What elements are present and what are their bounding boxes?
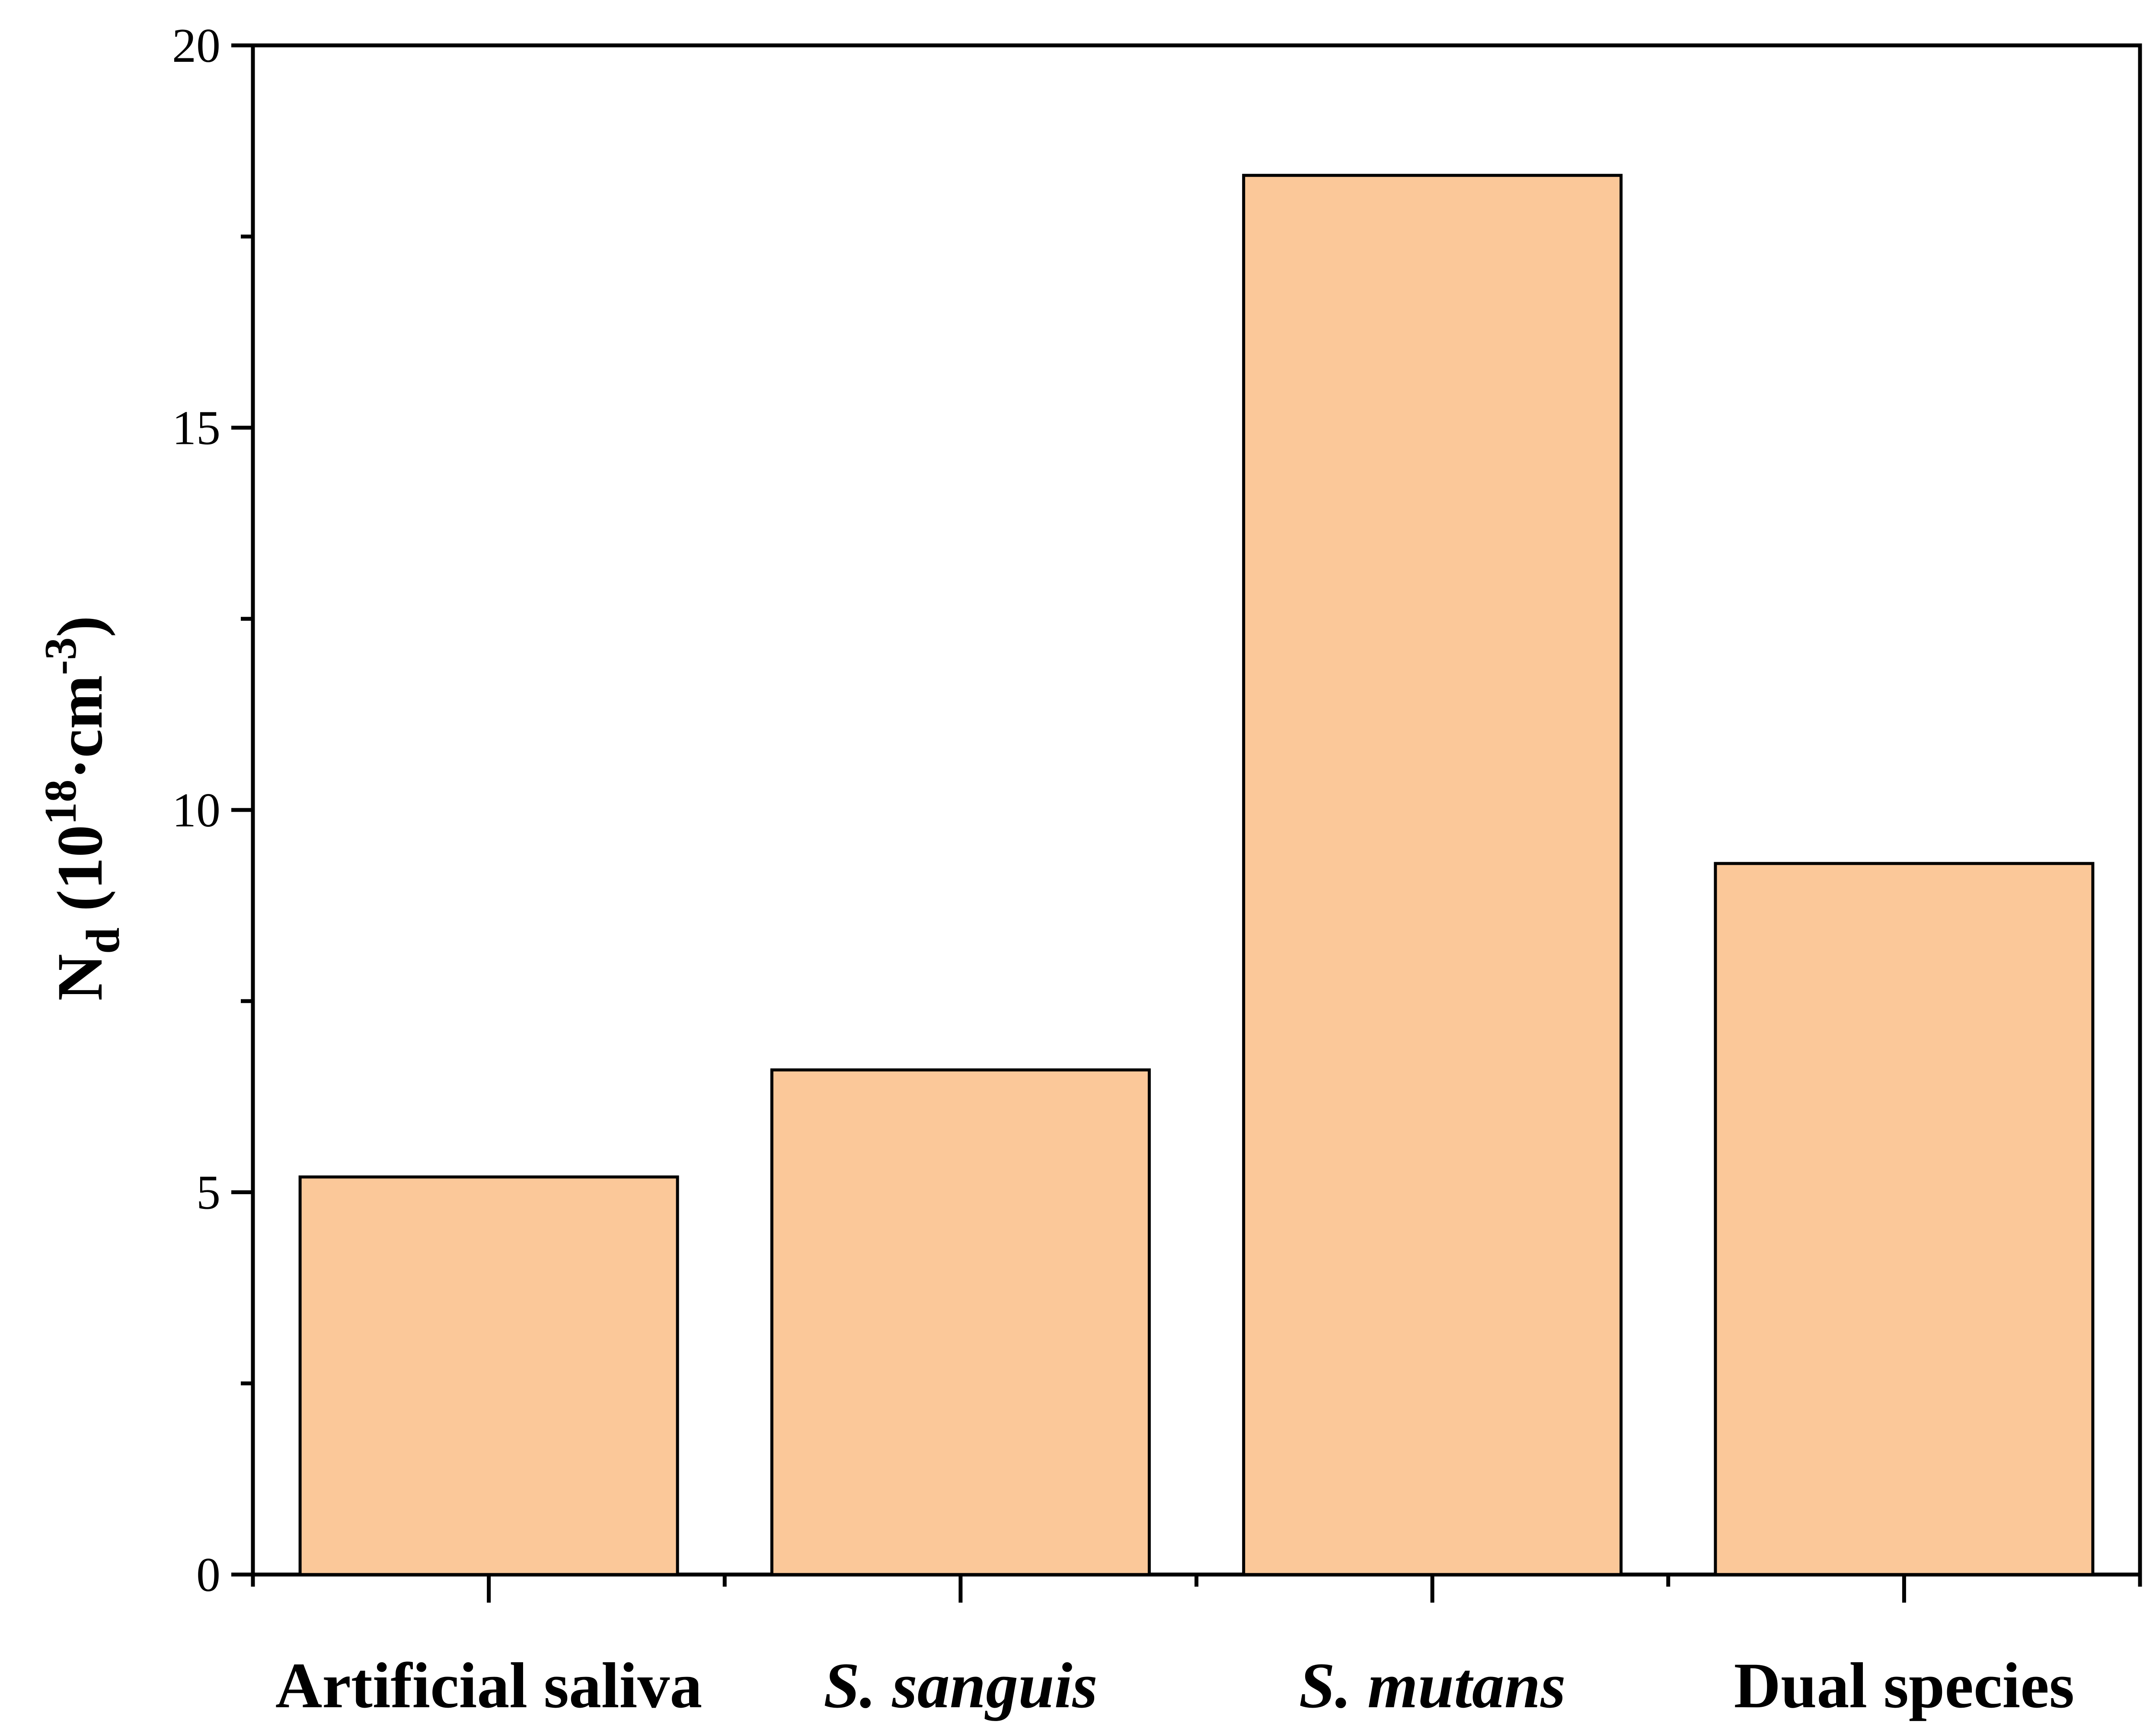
bar	[1714, 862, 2095, 1576]
x-tick-label: Artificial saliva	[275, 1650, 702, 1721]
bars-group	[298, 174, 2095, 1576]
y-axis-label: Nd (1018·cm-3)	[35, 616, 129, 1001]
y-tick-label: 5	[196, 1166, 220, 1220]
y-tick-label: 15	[172, 402, 220, 455]
y-tick-label: 10	[172, 784, 220, 837]
bar	[1242, 174, 1623, 1576]
y-axis: 0 5 10 15 20	[172, 19, 253, 1602]
bar	[298, 1175, 679, 1576]
x-tick-label: S. mutans	[1299, 1650, 1566, 1721]
x-tick-label: Dual species	[1734, 1650, 2075, 1721]
bar	[770, 1068, 1151, 1576]
y-tick-label: 20	[172, 19, 220, 73]
x-tick-label: S. sanguis	[824, 1650, 1098, 1721]
x-axis: Artificial saliva S. sanguis S. mutans Dual…	[251, 1575, 2142, 1721]
y-tick-label: 0	[196, 1548, 220, 1602]
